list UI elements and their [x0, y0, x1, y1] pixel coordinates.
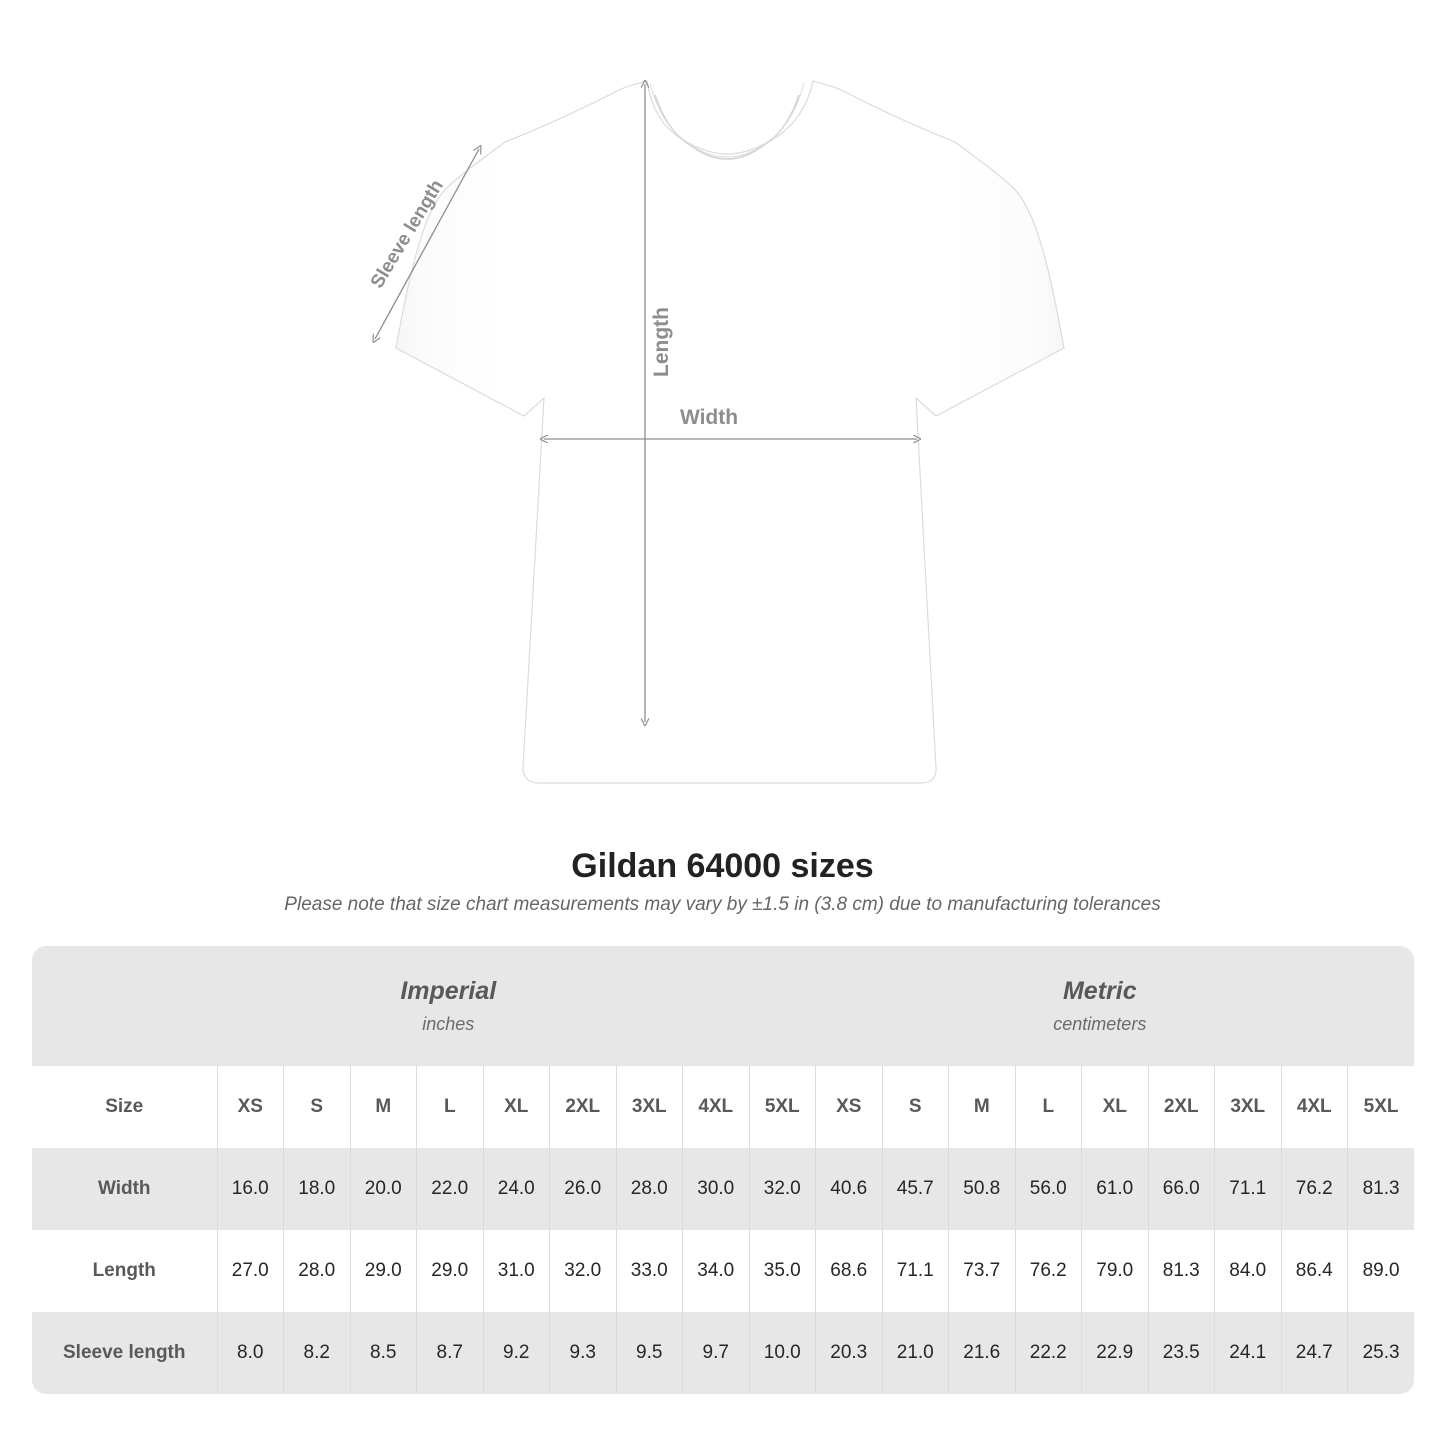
svg-text:Width: Width: [680, 406, 738, 429]
svg-text:Length: Length: [650, 307, 673, 377]
